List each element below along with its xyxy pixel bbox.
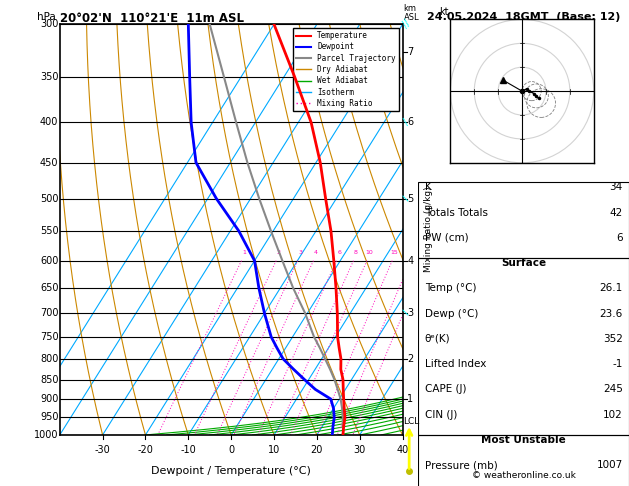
Text: 8: 8: [354, 250, 358, 255]
Text: km
ASL: km ASL: [404, 3, 419, 22]
Legend: Temperature, Dewpoint, Parcel Trajectory, Dry Adiabat, Wet Adiabat, Isotherm, Mi: Temperature, Dewpoint, Parcel Trajectory…: [292, 28, 399, 111]
Text: K: K: [425, 182, 431, 192]
Text: Lifted Index: Lifted Index: [425, 359, 486, 369]
Text: -20: -20: [138, 445, 153, 455]
Text: 900: 900: [40, 394, 58, 404]
Text: 10: 10: [365, 250, 374, 255]
Text: 1000: 1000: [34, 430, 58, 440]
Text: Dewp (°C): Dewp (°C): [425, 309, 478, 319]
Text: 6: 6: [337, 250, 341, 255]
Text: Totals Totals: Totals Totals: [425, 208, 487, 218]
Text: /: /: [401, 118, 411, 127]
Text: 245: 245: [603, 384, 623, 395]
Text: -1: -1: [612, 359, 623, 369]
Text: 15: 15: [391, 250, 399, 255]
Text: 3: 3: [408, 308, 413, 318]
Text: 800: 800: [40, 354, 58, 364]
Text: 34: 34: [610, 182, 623, 192]
Text: 6: 6: [616, 233, 623, 243]
Text: Surface: Surface: [501, 258, 546, 268]
Text: Pressure (mb): Pressure (mb): [425, 460, 498, 470]
Text: 650: 650: [40, 283, 58, 293]
Text: 20°02'N  110°21'E  11m ASL: 20°02'N 110°21'E 11m ASL: [60, 12, 244, 25]
Text: 1: 1: [408, 394, 413, 404]
Text: //: //: [400, 18, 412, 30]
Text: 23.6: 23.6: [599, 309, 623, 319]
Text: θᵉ(K): θᵉ(K): [425, 334, 450, 344]
Text: 550: 550: [40, 226, 58, 236]
Text: 4: 4: [408, 256, 413, 266]
Text: CIN (J): CIN (J): [425, 410, 457, 420]
Text: 2: 2: [277, 250, 281, 255]
Text: 4: 4: [314, 250, 318, 255]
Text: 350: 350: [40, 72, 58, 82]
Text: 352: 352: [603, 334, 623, 344]
Text: CAPE (J): CAPE (J): [425, 384, 466, 395]
Text: Temp (°C): Temp (°C): [425, 283, 476, 294]
Text: LCL: LCL: [404, 417, 420, 426]
Bar: [418, 435, 629, 486]
Text: l: l: [401, 309, 411, 318]
Text: 30: 30: [353, 445, 366, 455]
Text: -10: -10: [181, 445, 196, 455]
Text: 26.1: 26.1: [599, 283, 623, 294]
Text: 1007: 1007: [596, 460, 623, 470]
Text: hPa: hPa: [38, 12, 56, 22]
Text: 750: 750: [40, 332, 58, 342]
Text: 400: 400: [40, 118, 58, 127]
Text: 24.05.2024  18GMT  (Base: 12): 24.05.2024 18GMT (Base: 12): [427, 12, 620, 22]
Text: Dewpoint / Temperature (°C): Dewpoint / Temperature (°C): [151, 466, 311, 476]
Text: 102: 102: [603, 410, 623, 420]
Text: 5: 5: [408, 193, 414, 204]
Bar: [418, 182, 629, 258]
Text: 700: 700: [40, 308, 58, 318]
Text: 2: 2: [408, 354, 414, 364]
Text: 20: 20: [311, 445, 323, 455]
Text: 450: 450: [40, 157, 58, 168]
Text: 6: 6: [408, 118, 413, 127]
Text: 500: 500: [40, 193, 58, 204]
Text: -30: -30: [95, 445, 111, 455]
Text: 1: 1: [242, 250, 246, 255]
Text: 40: 40: [396, 445, 409, 455]
Text: 10: 10: [268, 445, 280, 455]
Text: 300: 300: [40, 19, 58, 29]
Text: © weatheronline.co.uk: © weatheronline.co.uk: [472, 471, 576, 480]
Bar: [418, 258, 629, 435]
Text: Most Unstable: Most Unstable: [481, 435, 566, 445]
Text: 850: 850: [40, 375, 58, 384]
Text: 3: 3: [298, 250, 303, 255]
Text: 600: 600: [40, 256, 58, 266]
Text: kt: kt: [439, 7, 448, 17]
Text: PW (cm): PW (cm): [425, 233, 468, 243]
Text: 7: 7: [408, 47, 414, 56]
Text: Mixing Ratio (g/kg): Mixing Ratio (g/kg): [424, 187, 433, 273]
Text: 950: 950: [40, 413, 58, 422]
Text: 0: 0: [228, 445, 234, 455]
Text: l: l: [401, 194, 411, 203]
Text: 42: 42: [610, 208, 623, 218]
